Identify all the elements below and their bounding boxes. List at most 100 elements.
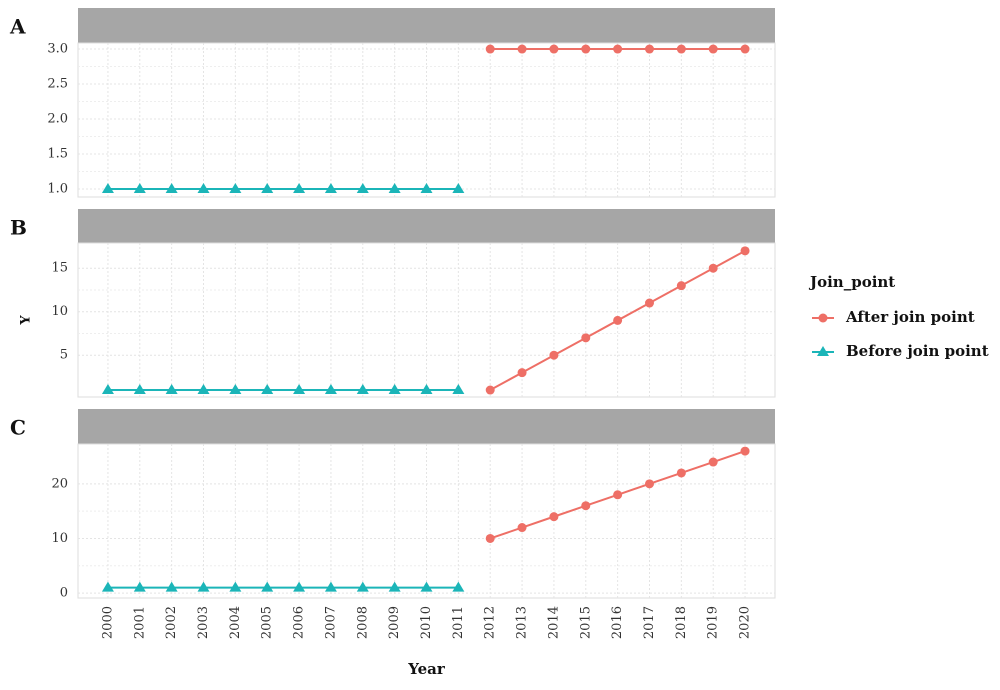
point <box>388 183 401 194</box>
point <box>644 479 654 489</box>
y-tick-label: 0 <box>60 586 68 601</box>
point <box>261 384 274 395</box>
point <box>676 468 686 478</box>
point <box>133 384 146 395</box>
x-tick-label: 2012 <box>483 606 498 639</box>
point <box>420 183 433 194</box>
point <box>581 333 591 343</box>
point <box>549 44 559 54</box>
point <box>485 533 495 543</box>
point <box>708 263 718 273</box>
point <box>676 44 686 54</box>
y-tick-label: 1.0 <box>47 182 68 197</box>
y-tick-label: 1.5 <box>47 147 68 162</box>
x-axis-label: Year <box>407 660 446 678</box>
point <box>485 44 495 54</box>
point <box>613 315 623 325</box>
point <box>452 183 465 194</box>
point <box>581 501 591 511</box>
x-tick-label: 2018 <box>674 606 689 639</box>
point <box>229 183 242 194</box>
point <box>293 384 306 395</box>
x-tick-label: 2015 <box>578 606 593 639</box>
point <box>549 512 559 522</box>
point <box>165 581 178 592</box>
point <box>420 384 433 395</box>
x-tick-label: 2007 <box>323 606 338 639</box>
point <box>517 368 527 378</box>
x-tick-label: 2020 <box>738 606 753 639</box>
point <box>229 384 242 395</box>
point <box>356 183 369 194</box>
y-tick-label: 2.0 <box>47 112 68 127</box>
point <box>324 581 337 592</box>
x-tick-label: 2011 <box>451 606 466 639</box>
point <box>101 384 114 395</box>
point <box>517 523 527 533</box>
point <box>101 581 114 592</box>
point <box>388 384 401 395</box>
x-tick-label: 2013 <box>515 606 530 639</box>
point <box>293 581 306 592</box>
x-tick-label: 2010 <box>419 606 434 639</box>
point <box>165 384 178 395</box>
point <box>452 384 465 395</box>
point <box>324 384 337 395</box>
point <box>740 446 750 456</box>
point <box>581 44 591 54</box>
panel-label: C <box>10 416 26 440</box>
x-tick-label: 2016 <box>610 606 625 639</box>
x-tick-label: 2014 <box>546 606 561 639</box>
point <box>133 581 146 592</box>
point <box>388 581 401 592</box>
point <box>229 581 242 592</box>
point <box>133 183 146 194</box>
point <box>293 183 306 194</box>
x-tick-label: 2000 <box>100 606 115 639</box>
point <box>420 581 433 592</box>
point <box>644 44 654 54</box>
x-tick-label: 2017 <box>642 606 657 639</box>
y-tick-label: 2.5 <box>47 77 68 92</box>
point <box>261 183 274 194</box>
y-tick-label: 10 <box>51 531 68 546</box>
legend-marker <box>817 346 829 356</box>
point <box>708 457 718 467</box>
point <box>452 581 465 592</box>
x-tick-label: 2008 <box>355 606 370 639</box>
point <box>197 384 210 395</box>
strip <box>78 8 775 43</box>
point <box>197 183 210 194</box>
x-tick-label: 2004 <box>228 606 243 639</box>
point <box>644 298 654 308</box>
point <box>740 44 750 54</box>
legend-label: Before join point <box>846 342 989 360</box>
point <box>517 44 527 54</box>
x-tick-label: 2006 <box>292 606 307 639</box>
point <box>613 490 623 500</box>
point <box>356 581 369 592</box>
panel-label: B <box>10 216 27 240</box>
strip <box>78 409 775 444</box>
x-tick-label: 2009 <box>387 606 402 639</box>
y-tick-label: 15 <box>51 261 68 276</box>
point <box>740 246 750 256</box>
point <box>485 385 495 395</box>
x-tick-label: 2019 <box>706 606 721 639</box>
legend-title: Join_point <box>808 273 895 291</box>
point <box>165 183 178 194</box>
point <box>261 581 274 592</box>
panel-label: A <box>9 15 26 39</box>
point <box>356 384 369 395</box>
y-tick-label: 20 <box>51 476 68 491</box>
y-tick-label: 10 <box>51 304 68 319</box>
point <box>101 183 114 194</box>
point <box>549 350 559 360</box>
legend-label: After join point <box>845 308 975 326</box>
y-tick-label: 5 <box>60 348 68 363</box>
point <box>197 581 210 592</box>
y-axis-label: Y <box>19 315 34 326</box>
point <box>708 44 718 54</box>
point <box>324 183 337 194</box>
